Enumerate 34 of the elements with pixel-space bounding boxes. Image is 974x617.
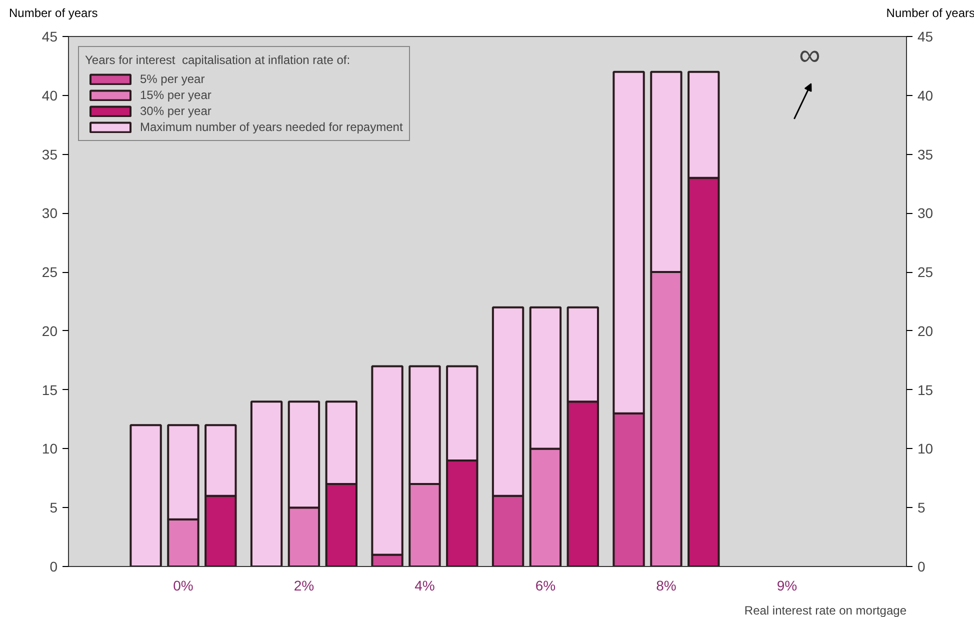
y2-tick-label: 20 <box>918 322 934 339</box>
y2-tick-label: 30 <box>918 205 934 222</box>
legend-title: Years for interest capitalisation at inflation rate of: <box>85 53 352 67</box>
y2-tick-label: 45 <box>918 28 934 44</box>
x-tick-label: 9% <box>776 578 798 594</box>
y-tick-label: 45 <box>42 28 58 44</box>
y2-tick-label: 25 <box>918 264 934 280</box>
y-tick-label: 20 <box>42 322 58 339</box>
y-tick-label: 35 <box>42 146 58 162</box>
legend-label: 5% per year <box>140 72 205 86</box>
y-tick-label: 10 <box>42 440 58 457</box>
y-tick-label: 0 <box>50 558 58 574</box>
y2-tick-label: 10 <box>918 440 934 457</box>
y-tick-label: 30 <box>42 205 58 222</box>
y2-tick-label: 40 <box>918 87 934 104</box>
x-axis-title: Real interest rate on mortgage <box>744 604 907 617</box>
y-tick-label: 25 <box>42 264 58 280</box>
x-tick-label: 0% <box>173 578 194 594</box>
y-axis-title: Number of years <box>9 5 98 22</box>
y-tick-label: 5 <box>50 500 58 516</box>
y-tick-label: 15 <box>42 382 58 398</box>
x-tick-label: 4% <box>414 578 435 594</box>
y2-tick-label: 0 <box>918 558 926 574</box>
legend-label: Maximum number of years needed for repayment <box>140 120 403 134</box>
y2-tick-label: 15 <box>918 382 934 398</box>
legend-label: 30% per year <box>140 104 212 118</box>
annotation: ∞ <box>799 38 820 72</box>
legend-label: 15% per year <box>140 88 212 102</box>
y2-tick-label: 35 <box>918 146 934 162</box>
x-tick-label: 2% <box>294 578 314 594</box>
x-tick-label: 6% <box>535 578 556 594</box>
y2-tick-label: 5 <box>918 500 926 516</box>
y-tick-label: 40 <box>42 87 58 104</box>
x-tick-label: 8% <box>656 578 676 594</box>
